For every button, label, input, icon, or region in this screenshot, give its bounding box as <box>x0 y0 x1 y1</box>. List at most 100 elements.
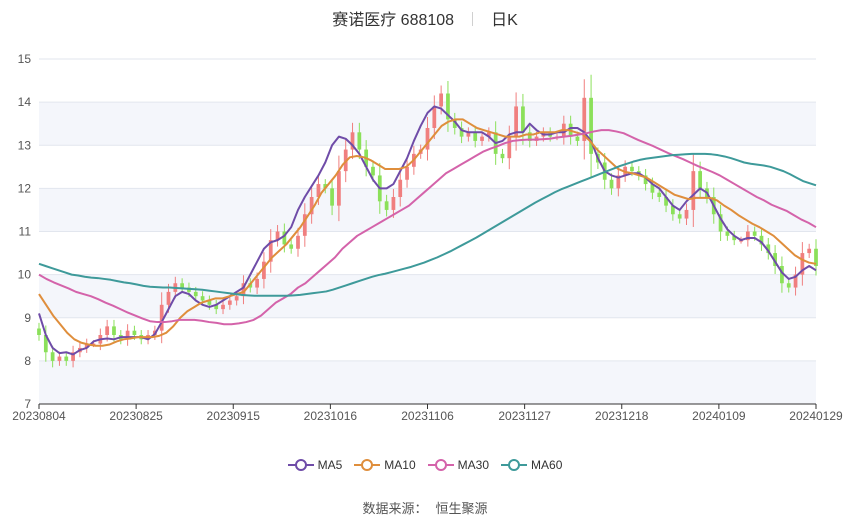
candle-body <box>446 93 450 120</box>
legend-label: MA30 <box>457 458 490 472</box>
candle-body <box>452 119 457 128</box>
candle-body <box>691 171 696 210</box>
candle-body <box>466 132 471 137</box>
legend-label: MA60 <box>531 458 563 472</box>
candle-body <box>357 132 362 150</box>
x-tick-label: 20231218 <box>595 409 649 423</box>
title-separator <box>472 12 474 26</box>
candle-body <box>507 136 512 159</box>
candle-body <box>398 179 403 197</box>
candle-body <box>582 97 587 141</box>
candle-body <box>112 326 116 335</box>
x-axis: 20230804 20230825 20230915 20231016 20231106… <box>12 403 843 423</box>
stock-title: 赛诺医疗 688108 <box>332 12 455 29</box>
candle-body <box>745 231 750 241</box>
candle-body <box>289 244 294 249</box>
candle-body <box>677 214 682 219</box>
candle-body <box>302 214 307 236</box>
candle-body <box>57 356 62 361</box>
y-tick-label: 9 <box>24 311 31 325</box>
candle-body <box>630 166 634 172</box>
candle-body <box>227 300 232 305</box>
candle-body <box>521 106 525 133</box>
ma-line-ma60 <box>38 152 817 297</box>
candle-body <box>425 128 430 150</box>
candle-body <box>575 136 580 141</box>
candle-body <box>91 343 96 346</box>
candle-body <box>473 132 478 141</box>
candle-body <box>37 328 41 335</box>
candle-body <box>193 291 198 297</box>
candle-body <box>766 244 771 254</box>
candle-body <box>480 136 484 141</box>
candle-body <box>371 166 375 176</box>
candle-body <box>330 188 334 206</box>
y-axis: 7 8 9 10 11 12 13 14 15 <box>18 52 32 411</box>
candle-body <box>657 192 662 197</box>
candle-body <box>221 304 225 310</box>
candle-body <box>725 231 730 236</box>
candle-body <box>159 304 164 331</box>
y-tick-label: 11 <box>19 225 32 239</box>
chart-title: 赛诺医疗 688108 日K <box>0 6 850 30</box>
candle-body <box>786 283 791 288</box>
candle-body <box>268 240 273 262</box>
candle-body <box>459 128 464 137</box>
legend-marker <box>287 459 314 471</box>
candle-body <box>486 132 491 137</box>
candle-body <box>214 304 219 310</box>
candle-body <box>323 184 328 189</box>
candle-body <box>800 253 805 275</box>
grid-band <box>39 188 816 232</box>
y-tick-label: 13 <box>18 138 32 152</box>
candle-body <box>282 231 287 245</box>
legend-marker <box>427 459 454 471</box>
ma-line-ma10 <box>38 118 817 347</box>
candle-body <box>50 352 55 361</box>
candle-body <box>180 283 185 288</box>
candle-body <box>698 171 703 189</box>
candle-body <box>207 300 212 305</box>
candle-body <box>166 291 171 305</box>
y-tick-label: 7 <box>24 397 31 411</box>
candle-body <box>664 197 668 206</box>
x-tick-label: 20230915 <box>207 409 261 423</box>
candle-body <box>316 184 321 197</box>
legend-marker <box>501 459 528 471</box>
candle-body <box>384 201 389 210</box>
legend-item-ma5[interactable]: MA5 <box>287 458 343 472</box>
candle-body <box>514 106 518 137</box>
legend-item-ma30[interactable]: MA30 <box>427 458 490 472</box>
grid-band <box>39 274 816 318</box>
candle-body <box>262 261 266 279</box>
candle-body <box>64 356 69 361</box>
legend-label: MA10 <box>384 458 416 472</box>
grid-bands <box>39 58 816 405</box>
x-tick-label: 20230804 <box>12 409 66 423</box>
period-tab[interactable]: 日K <box>491 12 518 29</box>
legend-item-ma10[interactable]: MA10 <box>354 458 416 472</box>
candle-body <box>337 171 341 206</box>
candle-body <box>773 253 777 266</box>
candle-body <box>616 175 621 189</box>
legend-item-ma60[interactable]: MA60 <box>501 458 562 472</box>
candle-body <box>296 235 300 249</box>
legend-label: MA5 <box>317 458 343 472</box>
legend-marker <box>354 459 381 471</box>
candle-body <box>405 166 409 180</box>
candle-body <box>732 235 737 241</box>
candle-body <box>432 106 437 128</box>
candle-body <box>500 153 505 159</box>
candle-body <box>200 296 205 301</box>
ma-line-ma5 <box>38 105 817 356</box>
candle-body <box>793 274 798 288</box>
candle-body <box>309 197 314 215</box>
x-tick-label: 20231016 <box>304 409 358 423</box>
candle-body <box>439 93 444 107</box>
candle-body <box>391 197 396 210</box>
candle-body <box>43 335 48 353</box>
candle-body <box>105 326 110 335</box>
candle-body <box>241 283 246 297</box>
y-tick-label: 14 <box>18 95 32 109</box>
candle-body <box>589 97 593 154</box>
